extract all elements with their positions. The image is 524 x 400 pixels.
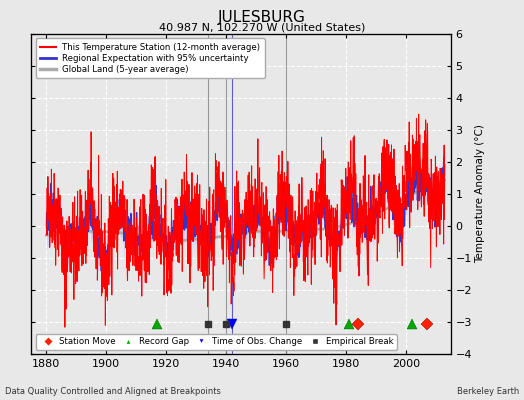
Text: JULESBURG: JULESBURG [218,10,306,25]
Text: Berkeley Earth: Berkeley Earth [456,387,519,396]
Legend: Station Move, Record Gap, Time of Obs. Change, Empirical Break: Station Move, Record Gap, Time of Obs. C… [36,334,397,350]
Text: Data Quality Controlled and Aligned at Breakpoints: Data Quality Controlled and Aligned at B… [5,387,221,396]
Y-axis label: Temperature Anomaly (°C): Temperature Anomaly (°C) [475,124,485,264]
Text: 40.987 N, 102.270 W (United States): 40.987 N, 102.270 W (United States) [159,22,365,32]
